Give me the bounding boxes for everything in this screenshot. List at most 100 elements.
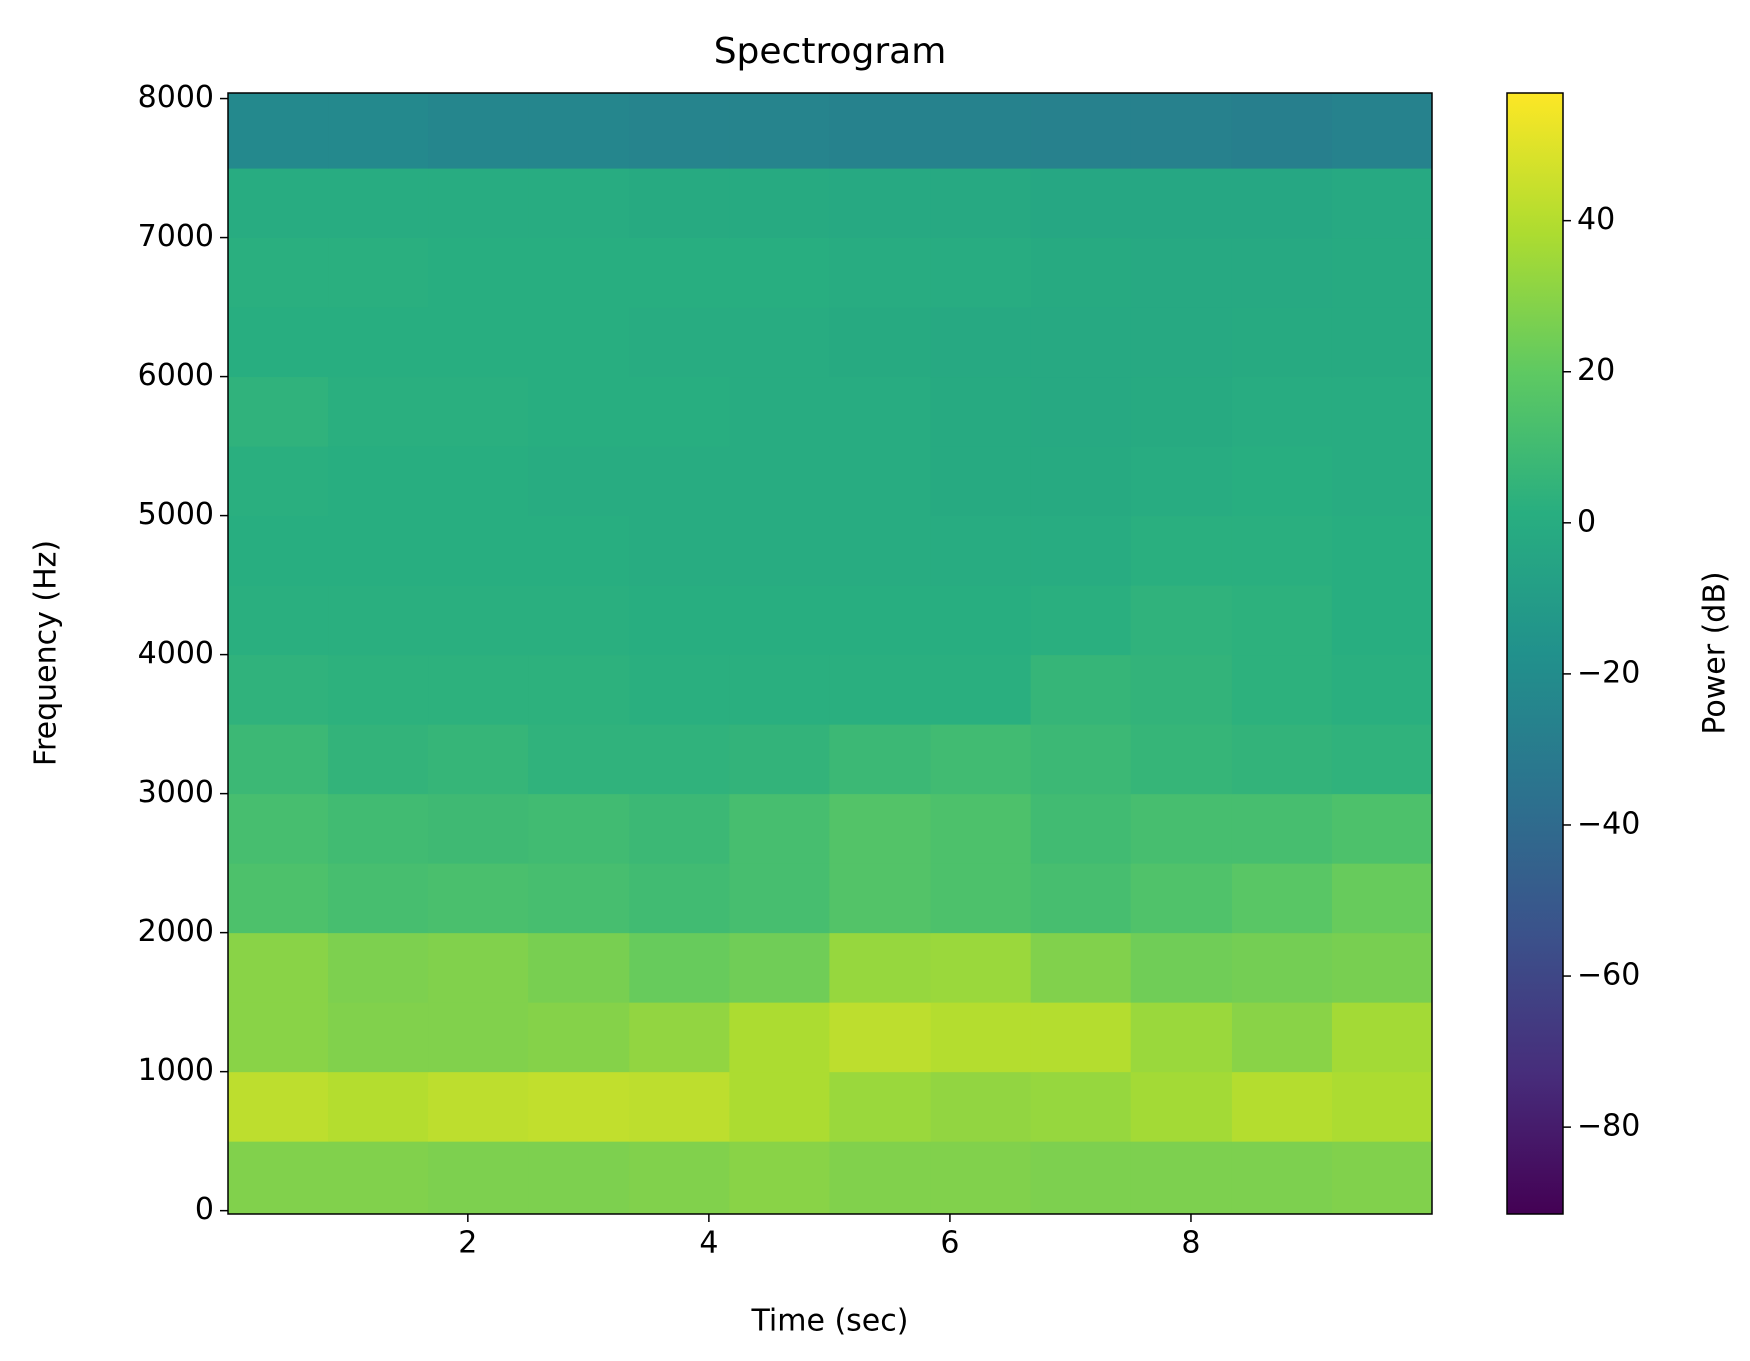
heatmap-cell [629, 93, 730, 169]
heatmap-cell [328, 168, 429, 239]
heatmap-cell [228, 932, 329, 1003]
heatmap-cell [528, 515, 630, 586]
heatmap-cell [328, 93, 429, 169]
heatmap-cell [930, 237, 1032, 308]
heatmap-cell [1331, 93, 1433, 169]
heatmap-cell [1030, 168, 1132, 239]
x-tick-label: 4 [699, 1226, 718, 1261]
y-tick-label: 5000 [138, 497, 214, 532]
heatmap-cell [1030, 446, 1132, 517]
heatmap-cell [1130, 376, 1233, 447]
heatmap-cell [1030, 1071, 1132, 1142]
heatmap-cell [930, 654, 1032, 725]
heatmap-cell [328, 1141, 429, 1215]
colorbar [1506, 92, 1564, 1215]
heatmap-cell [1130, 237, 1233, 308]
heatmap-cell [629, 1071, 730, 1142]
heatmap-cell [729, 1071, 830, 1142]
heatmap-cell [629, 376, 730, 447]
heatmap-cell [629, 1002, 730, 1073]
heatmap-cell [629, 793, 730, 864]
heatmap-cell [629, 585, 730, 656]
heatmap-cell [1331, 376, 1433, 447]
heatmap-cell [1030, 307, 1132, 378]
heatmap-cell [930, 446, 1032, 517]
colorbar-tick-label: −40 [1577, 806, 1640, 841]
heatmap-cell [1030, 1002, 1132, 1073]
heatmap-cell [428, 376, 529, 447]
heatmap-cell [930, 1002, 1032, 1073]
heatmap-cell [1030, 1141, 1132, 1215]
heatmap-cell [1130, 1002, 1233, 1073]
heatmap-cell [528, 446, 630, 517]
heatmap-cell [228, 585, 329, 656]
heatmap-cell [930, 1141, 1032, 1215]
colorbar-tick-label: −20 [1577, 655, 1640, 690]
heatmap-cell [528, 307, 630, 378]
heatmap-cell [829, 654, 932, 725]
heatmap-cell [328, 515, 429, 586]
heatmap-cell [328, 1002, 429, 1073]
heatmap-cell [228, 515, 329, 586]
heatmap-cell [1331, 307, 1433, 378]
heatmap-cell [328, 1071, 429, 1142]
heatmap-cell [1030, 237, 1132, 308]
heatmap-cell [829, 932, 932, 1003]
heatmap-cell [1030, 932, 1132, 1003]
heatmap-cell [1130, 1141, 1233, 1215]
heatmap-cell [829, 168, 932, 239]
heatmap-cell [1331, 515, 1433, 586]
heatmap-cell [528, 168, 630, 239]
heatmap-cell [228, 1141, 329, 1215]
heatmap-cell [228, 168, 329, 239]
heatmap-cell [1130, 446, 1233, 517]
heatmap-cell [528, 654, 630, 725]
y-axis-label: Frequency (Hz) [29, 540, 64, 766]
heatmap-cell [629, 863, 730, 934]
colorbar-label: Power (dB) [1698, 571, 1733, 734]
heatmap-cell [1231, 932, 1333, 1003]
heatmap-cell [1030, 515, 1132, 586]
heatmap-cell [629, 1141, 730, 1215]
heatmap-cell [729, 237, 830, 308]
heatmap-cell [729, 515, 830, 586]
y-tick-label: 6000 [138, 358, 214, 393]
heatmap-cell [629, 168, 730, 239]
heatmap-cell [228, 1071, 329, 1142]
heatmap-cell [930, 724, 1032, 795]
heatmap-cell [629, 932, 730, 1003]
heatmap-cell [1231, 168, 1333, 239]
heatmap-cell [930, 168, 1032, 239]
y-tick-label: 2000 [138, 914, 214, 949]
heatmap-cell [1130, 932, 1233, 1003]
heatmap-cell [629, 724, 730, 795]
heatmap-cell [428, 237, 529, 308]
heatmap-cell [428, 793, 529, 864]
chart-title: Spectrogram [714, 31, 947, 72]
heatmap-cell [228, 93, 329, 169]
heatmap-cell [1231, 793, 1333, 864]
heatmap-cell [1231, 237, 1333, 308]
heatmap-cell [1231, 515, 1333, 586]
heatmap-cell [328, 585, 429, 656]
colorbar-tick-label: −80 [1577, 1109, 1640, 1144]
heatmap-cell [729, 863, 830, 934]
heatmap-cell [729, 1141, 830, 1215]
heatmap-cell [729, 654, 830, 725]
heatmap-cell [1331, 585, 1433, 656]
heatmap-cell [829, 863, 932, 934]
heatmap-cell [729, 93, 830, 169]
x-axis-label: Time (sec) [751, 1304, 909, 1339]
heatmap-cell [528, 585, 630, 656]
heatmap-cell [1130, 515, 1233, 586]
heatmap-cell [930, 376, 1032, 447]
heatmap-cell [729, 585, 830, 656]
heatmap-cell [829, 93, 932, 169]
heatmap-cell [428, 932, 529, 1003]
heatmap-cell [428, 93, 529, 169]
heatmap-cell [729, 724, 830, 795]
heatmap-cell [1331, 1141, 1433, 1215]
heatmap-cell [829, 376, 932, 447]
heatmap-cell [328, 237, 429, 308]
heatmap-cell [428, 446, 529, 517]
